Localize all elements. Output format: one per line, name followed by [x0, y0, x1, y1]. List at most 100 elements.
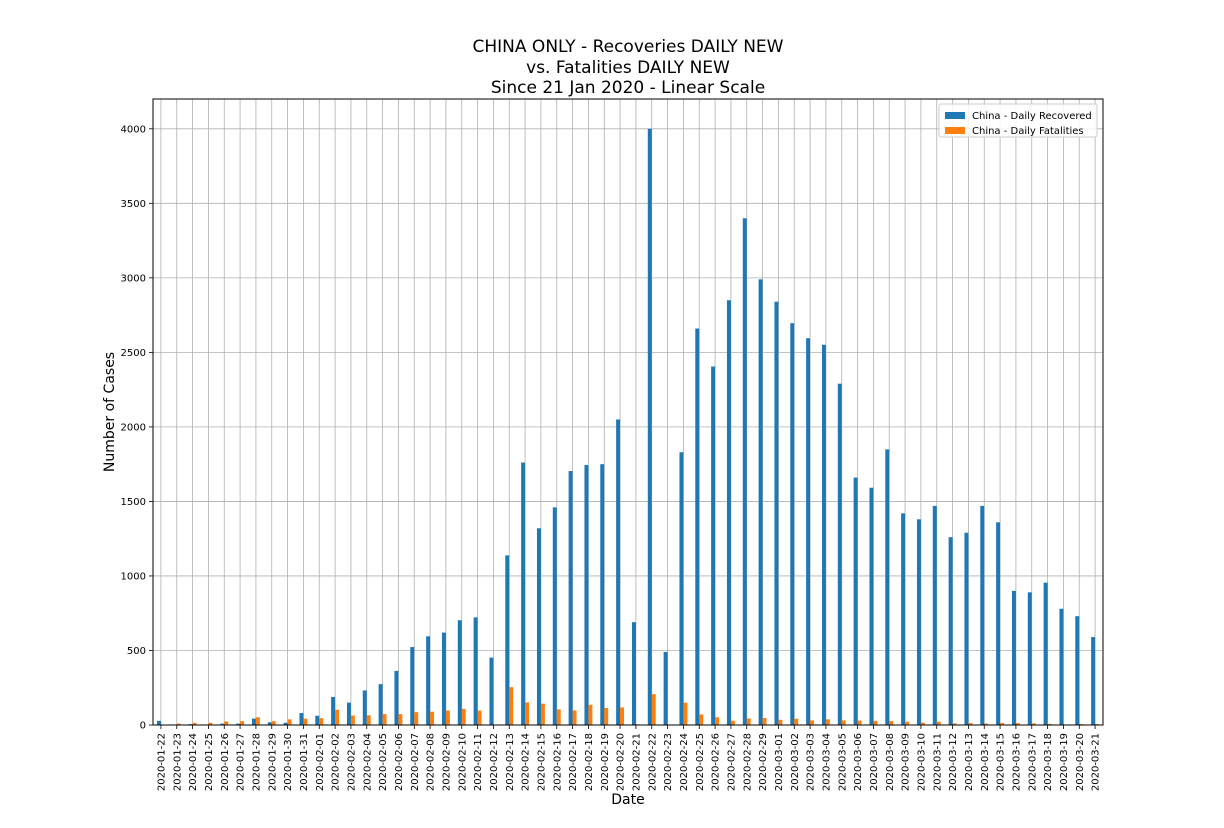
x-tick-label: 2020-03-07: [869, 733, 880, 791]
bar: [821, 344, 826, 725]
x-tick-label: 2020-02-08: [426, 733, 437, 791]
bar-series: [156, 128, 1100, 726]
bar: [620, 707, 625, 725]
bar: [1043, 582, 1048, 725]
y-tick-label: 0: [140, 721, 146, 732]
x-tick-label: 2020-01-31: [299, 733, 310, 791]
bar: [968, 723, 973, 725]
bar: [346, 702, 351, 725]
x-tick-label: 2020-03-05: [837, 733, 848, 791]
bar: [350, 715, 355, 725]
bar: [905, 721, 910, 725]
bar: [331, 696, 336, 725]
x-tick-label: 2020-02-03: [346, 733, 357, 791]
bar: [283, 722, 288, 725]
bar: [810, 720, 815, 725]
bar: [441, 632, 446, 725]
bar: [730, 720, 735, 725]
y-tick-label: 500: [127, 646, 146, 657]
bar: [382, 714, 387, 725]
bar: [901, 513, 906, 725]
x-tick-label: 2020-02-28: [742, 733, 753, 791]
x-tick-label: 2020-02-23: [663, 733, 674, 791]
bar: [857, 720, 862, 725]
x-tick-label: 2020-01-29: [267, 733, 278, 791]
x-axis-ticks: 2020-01-22 2020-01-23 2020-01-24 2020-01-25…: [156, 725, 1102, 791]
bar: [683, 702, 688, 725]
chart-title-line-2: vs. Fatalities DAILY NEW: [526, 58, 730, 78]
x-tick-label: 2020-02-10: [457, 733, 468, 791]
x-tick-label: 2020-02-13: [505, 733, 516, 791]
x-tick-label: 2020-01-24: [188, 733, 199, 791]
bar: [414, 712, 419, 725]
bar: [774, 301, 779, 725]
x-tick-label: 2020-03-09: [901, 733, 912, 791]
x-tick-label: 2020-03-19: [1059, 733, 1070, 791]
bar: [255, 717, 260, 725]
bar: [980, 505, 985, 725]
bar: [1059, 608, 1064, 725]
legend-label: China - Daily Recovered: [972, 111, 1092, 122]
chart-title-line-3: Since 21 Jan 2020 - Linear Scale: [491, 78, 765, 98]
bar: [841, 720, 846, 725]
x-tick-label: 2020-03-02: [790, 733, 801, 791]
x-tick-label: 2020-02-25: [695, 733, 706, 791]
bar: [572, 710, 577, 725]
bar: [600, 464, 605, 725]
bar: [267, 722, 272, 725]
bar: [825, 719, 830, 725]
bar: [315, 715, 320, 725]
bar: [631, 622, 636, 725]
x-tick-label: 2020-02-20: [616, 733, 627, 791]
bar: [536, 528, 541, 725]
x-tick-label: 2020-02-26: [711, 733, 722, 791]
bar: [806, 338, 811, 725]
bar: [584, 465, 589, 725]
bar: [984, 723, 989, 725]
bar: [869, 487, 874, 725]
bar: [711, 366, 716, 725]
bar: [525, 702, 530, 725]
bar: [1015, 723, 1020, 725]
x-tick-label: 2020-02-01: [315, 733, 326, 791]
bar: [156, 720, 161, 725]
x-tick-label: 2020-01-23: [172, 733, 183, 791]
bar: [616, 419, 621, 725]
bar: [948, 537, 953, 725]
bar: [588, 704, 593, 725]
bar: [445, 710, 450, 725]
bar: [699, 714, 704, 725]
bar: [647, 128, 652, 726]
bar: [394, 670, 399, 725]
x-tick-label: 2020-02-17: [568, 733, 579, 791]
y-tick-label: 3500: [121, 199, 146, 210]
y-tick-label: 2000: [121, 422, 146, 433]
x-tick-label: 2020-01-28: [251, 733, 262, 791]
plot-frame: [152, 98, 1104, 726]
x-tick-label: 2020-02-12: [489, 733, 500, 791]
bar: [224, 721, 229, 725]
bar: [742, 218, 747, 725]
x-tick-label: 2020-03-20: [1075, 733, 1086, 791]
x-tick-label: 2020-02-04: [362, 733, 373, 791]
x-tick-label: 2020-03-12: [948, 733, 959, 791]
x-tick-label: 2020-01-22: [156, 733, 167, 791]
bar: [461, 708, 466, 725]
y-tick-label: 3000: [121, 273, 146, 284]
x-tick-label: 2020-03-13: [964, 733, 975, 791]
bar: [604, 708, 609, 725]
x-tick-label: 2020-03-14: [980, 733, 991, 791]
y-tick-label: 4000: [121, 124, 146, 135]
x-tick-label: 2020-03-08: [885, 733, 896, 791]
bar: [746, 718, 751, 725]
x-tick-label: 2020-02-24: [679, 733, 690, 791]
y-tick-label: 2500: [121, 348, 146, 359]
series-0: [156, 128, 1096, 726]
bar: [790, 323, 795, 725]
bar: [505, 555, 510, 725]
bar: [726, 300, 731, 725]
bar: [489, 657, 494, 725]
bar: [552, 507, 557, 725]
x-tick-label: 2020-02-19: [600, 733, 611, 791]
